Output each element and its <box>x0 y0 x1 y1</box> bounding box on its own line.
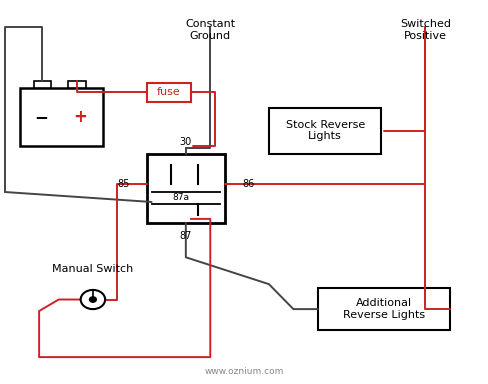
FancyBboxPatch shape <box>146 154 224 223</box>
Text: −: − <box>35 108 48 126</box>
Text: Additional
Reverse Lights: Additional Reverse Lights <box>342 298 424 320</box>
Text: www.oznium.com: www.oznium.com <box>204 367 284 376</box>
FancyBboxPatch shape <box>317 288 449 330</box>
FancyBboxPatch shape <box>146 83 190 102</box>
Circle shape <box>81 290 105 309</box>
Text: 87: 87 <box>179 231 192 241</box>
Text: 30: 30 <box>179 137 192 147</box>
Text: Switched
Positive: Switched Positive <box>399 19 450 41</box>
Text: +: + <box>74 108 87 126</box>
Text: Constant
Ground: Constant Ground <box>185 19 235 41</box>
Text: 87a: 87a <box>172 193 189 202</box>
FancyBboxPatch shape <box>68 81 85 88</box>
Text: Stock Reverse
Lights: Stock Reverse Lights <box>285 120 364 141</box>
FancyBboxPatch shape <box>20 88 102 146</box>
Text: Manual Switch: Manual Switch <box>52 264 133 274</box>
Text: fuse: fuse <box>157 87 180 97</box>
Text: 86: 86 <box>242 179 254 189</box>
FancyBboxPatch shape <box>268 108 381 154</box>
Circle shape <box>89 297 96 302</box>
FancyBboxPatch shape <box>34 81 51 88</box>
Text: 85: 85 <box>117 179 129 189</box>
